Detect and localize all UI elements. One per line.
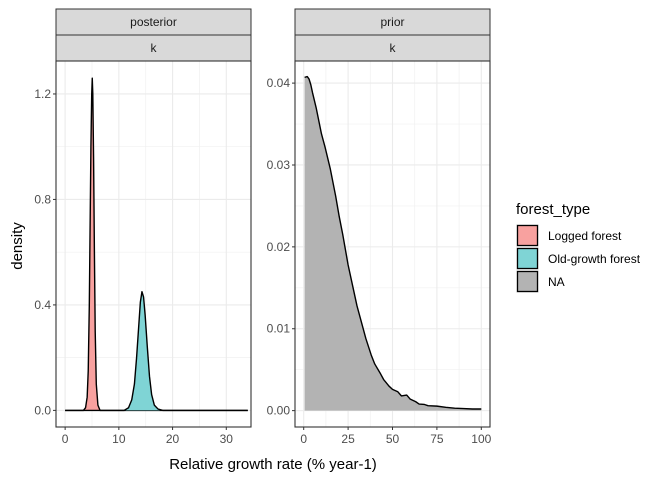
x-tick-label: 0 <box>300 432 307 446</box>
y-tick-label: 0.4 <box>34 298 51 312</box>
panel-prior: prior k 0.00 0.01 0.02 0.03 0.04 0 25 50 75 100 <box>267 8 492 446</box>
strip-0-posterior <box>55 8 252 36</box>
legend-swatch <box>516 247 539 270</box>
legend-label: Old-growth forest <box>548 252 641 266</box>
strip-label: k <box>151 41 158 55</box>
density-area-na <box>304 76 482 411</box>
legend-label: Logged forest <box>548 229 622 243</box>
y-tick-label: 0.02 <box>267 240 291 254</box>
strip-label: posterior <box>130 15 177 29</box>
y-tick-label: 0.01 <box>267 322 291 336</box>
y-tick-label: 0.8 <box>34 192 51 206</box>
legend-title: forest_type <box>516 201 590 218</box>
legend-label: NA <box>548 275 565 289</box>
strip-0-prior <box>294 8 491 36</box>
x-tick-label: 75 <box>430 432 444 446</box>
density-line-old-growth-forest <box>65 291 248 412</box>
y-tick-label: 0.00 <box>267 404 291 418</box>
legend-swatch <box>516 224 539 247</box>
y-axis-label: density <box>9 222 26 270</box>
strip-1-posterior <box>55 34 252 62</box>
x-tick-label: 10 <box>112 432 126 446</box>
panel-posterior: posterior k 0.0 0.4 0.8 1.2 0 10 20 30 <box>34 8 252 446</box>
x-tick-label: 100 <box>471 432 491 446</box>
x-tick-label: 50 <box>386 432 400 446</box>
panel-border <box>55 60 252 428</box>
density-line-na <box>304 75 482 410</box>
legend: forest_type Logged forest Old-growth fore… <box>516 201 641 293</box>
legend-swatch <box>516 270 539 293</box>
y-tick-label: 0.0 <box>34 403 51 417</box>
x-tick-label: 20 <box>166 432 180 446</box>
x-tick-label: 25 <box>341 432 355 446</box>
legend-item: Logged forest <box>516 224 622 247</box>
x-tick-label: 0 <box>62 432 69 446</box>
strip-1-prior <box>294 34 491 62</box>
y-tick-label: 0.04 <box>267 76 291 90</box>
x-tick-label: 30 <box>220 432 234 446</box>
strip-label: k <box>390 41 397 55</box>
y-tick-label: 0.03 <box>267 158 291 172</box>
strip-label: prior <box>380 15 404 29</box>
x-axis-label: Relative growth rate (% year-1) <box>169 456 377 473</box>
panel-background <box>56 61 251 427</box>
y-tick-label: 1.2 <box>34 87 51 101</box>
density-line-logged-forest <box>65 77 248 412</box>
legend-item: NA <box>516 270 565 293</box>
legend-item: Old-growth forest <box>516 247 641 270</box>
